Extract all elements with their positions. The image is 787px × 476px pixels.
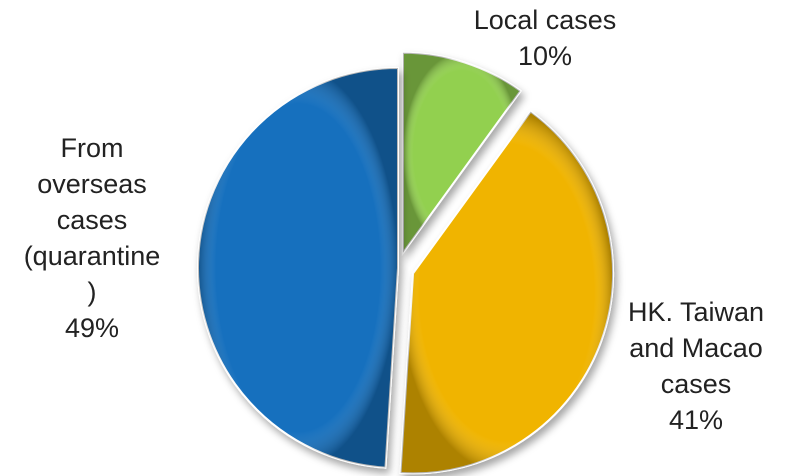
slice-local-cases-bevel [402, 52, 521, 253]
slice-local-cases-group [401, 51, 522, 256]
slice-label-local-cases: Local cases 10% [455, 2, 635, 74]
slice-name-line-2: overseas [37, 169, 147, 199]
slice-name-line-5: ) [87, 277, 97, 307]
slice-label-hk-taiwan-macao: HK. Taiwan and Macao cases 41% [606, 294, 786, 438]
slice-value-hk-taiwan-macao: 41% [668, 405, 724, 435]
slice-value-overseas: 49% [64, 313, 120, 343]
slice-hk-taiwan-macao-bevel [400, 111, 614, 474]
slice-overseas-group [197, 66, 399, 469]
slice-label-overseas: From overseas cases (quarantine ) 49% [2, 130, 182, 346]
slice-name-line-1: HK. Taiwan [627, 297, 765, 327]
slice-hk-taiwan-macao-group [399, 110, 615, 475]
slice-value-local-cases: 10% [517, 41, 573, 71]
slice-name-line-3: cases [660, 369, 732, 399]
slice-name-line-3: cases [56, 205, 128, 235]
slice-name-local-cases: Local cases [473, 5, 617, 35]
slice-name-line-1: From [60, 133, 124, 163]
slice-overseas-bevel [198, 68, 398, 468]
slice-name-line-2: and Macao [629, 333, 763, 363]
slice-name-line-4: (quarantine [23, 241, 161, 271]
